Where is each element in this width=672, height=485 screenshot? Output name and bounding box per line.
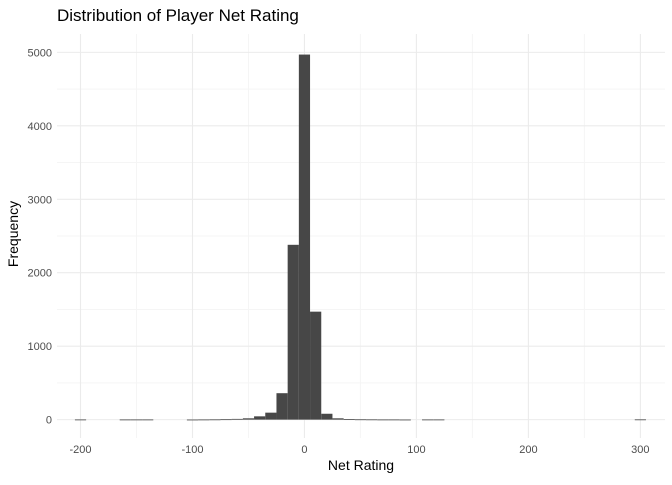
x-tick-label: -100 (181, 444, 203, 456)
x-tick-label: 300 (631, 444, 649, 456)
histogram-bar (433, 419, 445, 421)
histogram-bar (198, 419, 210, 421)
histogram-bar (366, 419, 378, 421)
x-tick-label: 200 (519, 444, 537, 456)
y-tick-label: 4000 (28, 121, 52, 133)
histogram-bar (354, 419, 367, 421)
histogram-bar (74, 419, 87, 421)
x-tick-label: 0 (301, 444, 307, 456)
y-axis-tick-labels: 0 1000 2000 3000 4000 5000 (28, 47, 52, 426)
histogram-bar (186, 419, 199, 421)
histogram-bar (242, 418, 255, 420)
histogram-bar (399, 419, 411, 421)
histogram-bar (231, 418, 243, 420)
y-tick-label: 5000 (28, 47, 52, 59)
histogram-bar (142, 419, 154, 421)
y-tick-label: 2000 (28, 268, 52, 280)
histogram-bar (332, 418, 344, 420)
histogram-bars (74, 54, 646, 421)
histogram-bar (343, 419, 355, 420)
x-tick-label: 100 (407, 444, 425, 456)
y-axis-label: Frequency (5, 201, 21, 267)
histogram-bar (220, 419, 232, 421)
histogram-bar (634, 419, 646, 421)
y-tick-label: 3000 (28, 194, 52, 206)
histogram-bar (287, 244, 299, 420)
x-axis-tick-labels: -200 -100 0 100 200 300 (69, 444, 649, 456)
histogram-bar (422, 419, 434, 421)
histogram-bar (209, 419, 221, 421)
histogram-bar (254, 416, 266, 420)
grid-minor (57, 34, 665, 438)
histogram-bar (310, 311, 322, 420)
histogram-bar (119, 419, 131, 421)
x-tick-label: -200 (69, 444, 91, 456)
chart-title: Distribution of Player Net Rating (57, 6, 299, 25)
histogram-bar (377, 419, 389, 421)
histogram-bar (388, 419, 400, 421)
y-tick-label: 1000 (28, 341, 52, 353)
histogram-bar (276, 393, 288, 420)
histogram-bar (265, 412, 277, 420)
histogram-bar (298, 54, 311, 420)
histogram-bar (130, 419, 143, 421)
histogram-bar (321, 413, 333, 420)
x-axis-label: Net Rating (328, 457, 394, 473)
y-tick-label: 0 (46, 415, 52, 427)
